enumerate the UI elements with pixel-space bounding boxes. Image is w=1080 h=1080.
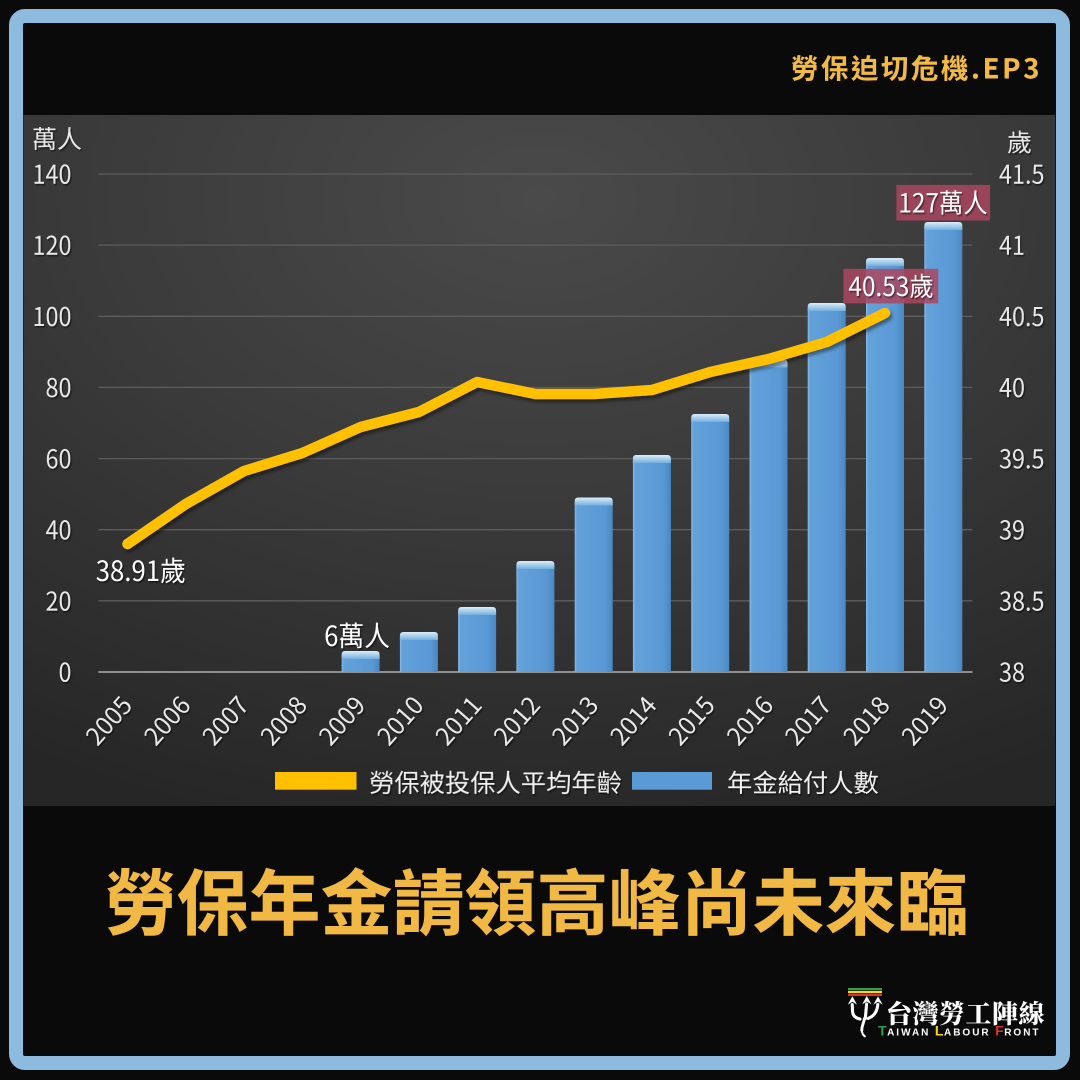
svg-text:TAIWANLABOURFRONT: TAIWAN LABOUR FRONT bbox=[878, 1023, 1041, 1039]
